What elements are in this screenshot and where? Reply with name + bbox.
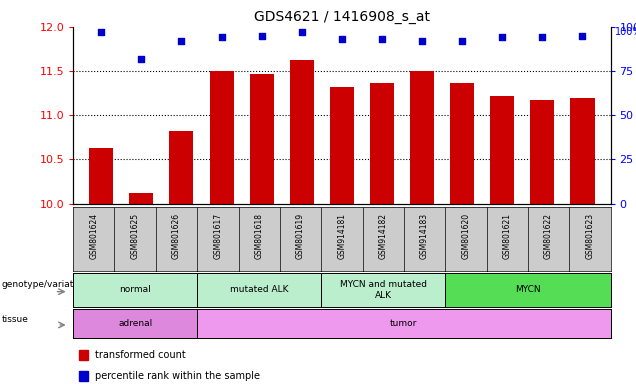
Point <box>417 38 427 44</box>
Bar <box>530 100 555 204</box>
Point <box>136 56 146 62</box>
Text: MYCN: MYCN <box>515 285 541 295</box>
Text: GSM801626: GSM801626 <box>172 213 181 259</box>
Title: GDS4621 / 1416908_s_at: GDS4621 / 1416908_s_at <box>254 10 430 25</box>
Bar <box>450 83 474 204</box>
Bar <box>290 60 314 204</box>
Point <box>577 33 588 39</box>
Text: GSM801623: GSM801623 <box>585 213 595 259</box>
Text: adrenal: adrenal <box>118 319 152 328</box>
Text: GSM801620: GSM801620 <box>461 213 471 259</box>
Bar <box>129 193 153 204</box>
Text: GSM801617: GSM801617 <box>213 213 223 259</box>
Point <box>256 33 266 39</box>
Text: percentile rank within the sample: percentile rank within the sample <box>95 371 259 381</box>
Bar <box>78 350 88 360</box>
Text: GSM801621: GSM801621 <box>502 213 512 259</box>
Bar <box>169 131 193 204</box>
Text: mutated ALK: mutated ALK <box>230 285 288 295</box>
Text: MYCN and mutated
ALK: MYCN and mutated ALK <box>340 280 427 300</box>
Text: GSM801619: GSM801619 <box>296 213 305 259</box>
Bar <box>89 148 113 204</box>
Bar <box>570 98 595 204</box>
Text: GSM914182: GSM914182 <box>378 213 388 259</box>
Bar <box>249 74 273 204</box>
Text: 100%: 100% <box>615 27 636 37</box>
Text: genotype/variation: genotype/variation <box>1 280 88 289</box>
Text: tissue: tissue <box>1 315 28 324</box>
Point <box>537 35 548 41</box>
Bar <box>490 96 515 204</box>
Text: GSM914181: GSM914181 <box>337 213 347 259</box>
Bar <box>78 371 88 381</box>
Text: GSM801622: GSM801622 <box>544 213 553 259</box>
Point <box>296 29 307 35</box>
Text: normal: normal <box>120 285 151 295</box>
Point <box>377 36 387 42</box>
Text: tumor: tumor <box>390 319 418 328</box>
Text: GSM801625: GSM801625 <box>130 213 140 259</box>
Text: GSM801624: GSM801624 <box>89 213 99 259</box>
Point <box>457 38 467 44</box>
Bar <box>330 87 354 204</box>
Text: GSM914183: GSM914183 <box>420 213 429 259</box>
Point <box>337 36 347 42</box>
Point <box>96 29 106 35</box>
Point <box>497 35 508 41</box>
Text: transformed count: transformed count <box>95 350 185 360</box>
Text: GSM801618: GSM801618 <box>254 213 264 259</box>
Bar <box>209 71 233 204</box>
Point <box>216 35 226 41</box>
Bar <box>410 71 434 204</box>
Point <box>176 38 186 44</box>
Bar <box>370 83 394 204</box>
